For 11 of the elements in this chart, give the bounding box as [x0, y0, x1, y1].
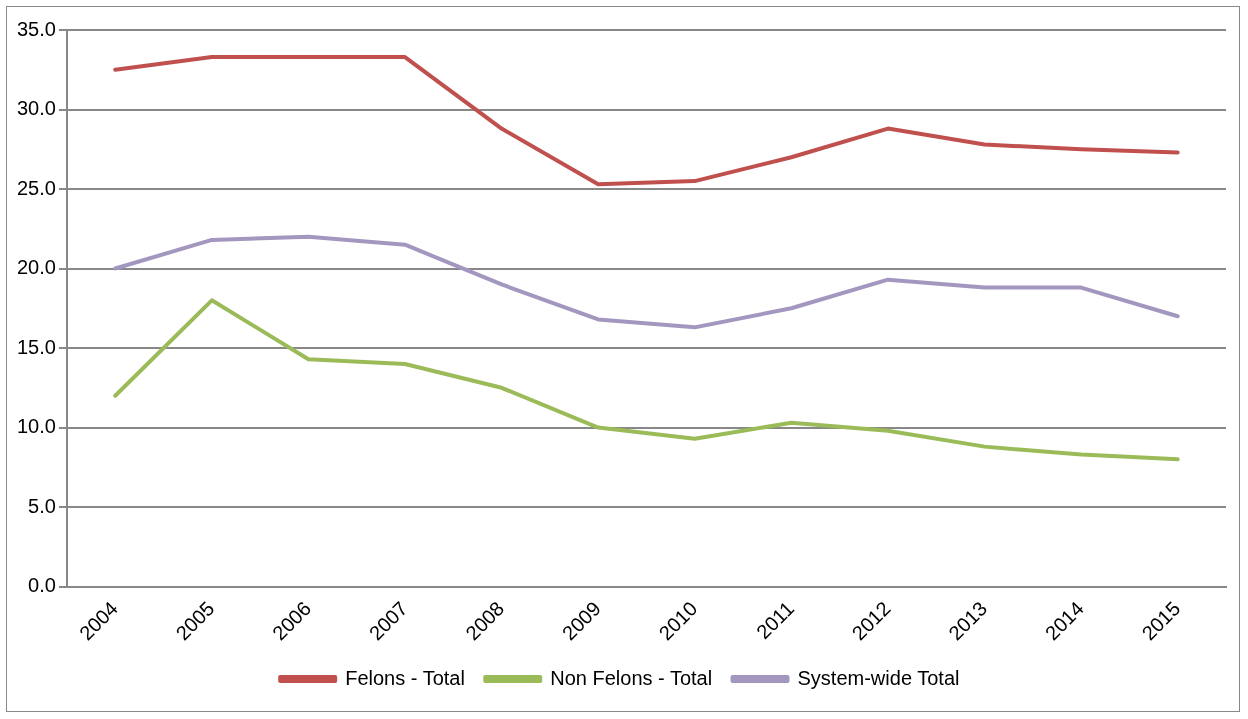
y-tick-label: 10.0 [16, 415, 56, 438]
y-tick-label: 30.0 [16, 97, 56, 120]
legend-label: Felons - Total [345, 666, 465, 689]
y-tick-label: 5.0 [28, 494, 56, 517]
legend-label: System-wide Total [797, 666, 960, 689]
y-tick-label: 0.0 [28, 574, 56, 597]
legend-label: Non Felons - Total [550, 666, 713, 689]
y-tick-label: 35.0 [16, 17, 56, 40]
y-tick-label: 20.0 [16, 256, 56, 279]
y-tick-label: 15.0 [16, 335, 56, 358]
y-tick-label: 25.0 [16, 176, 56, 199]
